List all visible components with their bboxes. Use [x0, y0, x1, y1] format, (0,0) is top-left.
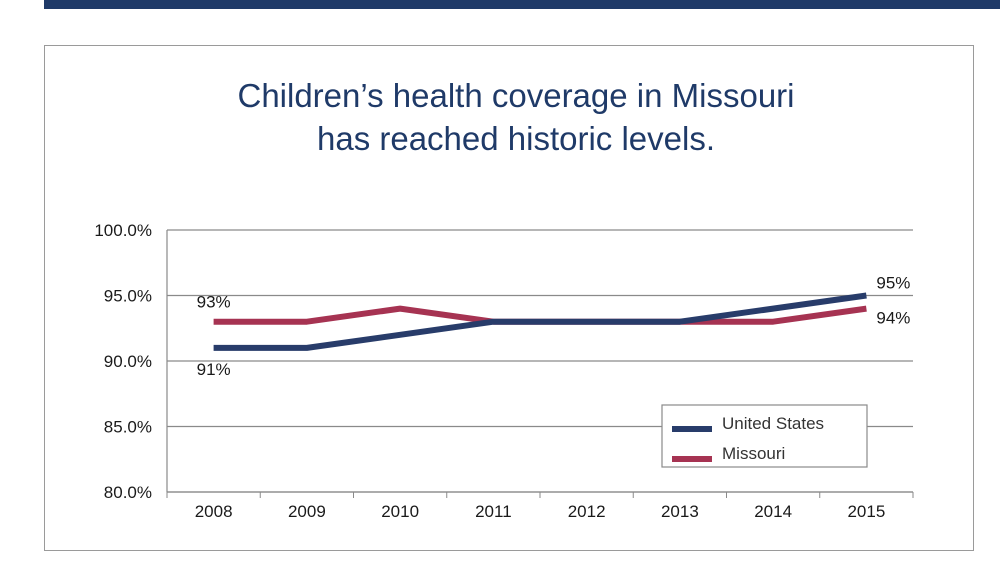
data-label: 93%: [197, 293, 231, 312]
x-tick-label: 2012: [568, 502, 606, 521]
y-tick-label: 90.0%: [104, 352, 152, 371]
data-label: 95%: [876, 274, 910, 293]
x-tick-label: 2013: [661, 502, 699, 521]
series-line-united-states: [213, 292, 867, 351]
x-tick-label: 2014: [754, 502, 792, 521]
data-label: 91%: [197, 360, 231, 379]
x-tick-label: 2011: [475, 502, 512, 521]
header-bar: [44, 0, 1000, 9]
legend-label-missouri: Missouri: [722, 444, 785, 463]
x-tick-label: 2010: [381, 502, 419, 521]
x-tick-label: 2008: [195, 502, 233, 521]
chart-title-line-2: has reached historic levels.: [317, 120, 715, 157]
y-tick-label: 80.0%: [104, 483, 152, 502]
y-tick-label: 85.0%: [104, 418, 152, 437]
y-tick-label: 100.0%: [94, 221, 152, 240]
data-label: 94%: [876, 309, 910, 328]
chart-frame: [44, 45, 974, 551]
legend-label-united-states: United States: [722, 414, 824, 433]
x-tick-label: 2015: [847, 502, 885, 521]
chart-title-line-1: Children’s health coverage in Missouri: [237, 77, 794, 114]
x-tick-label: 2009: [288, 502, 326, 521]
y-tick-label: 95.0%: [104, 287, 152, 306]
